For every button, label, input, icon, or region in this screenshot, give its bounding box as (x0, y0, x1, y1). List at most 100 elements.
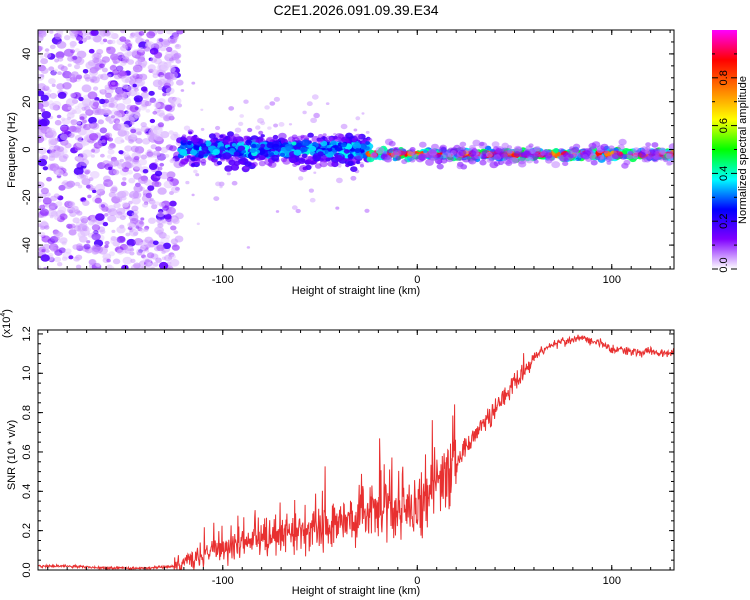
spectral-cell (140, 122, 147, 128)
spectral-cell (62, 82, 72, 90)
spectral-cell (54, 119, 62, 126)
spectral-cell (134, 54, 141, 60)
spectral-cell (186, 155, 191, 159)
spectral-cell (166, 176, 174, 183)
spectral-cell (148, 163, 158, 170)
snr-y-label: SNR (10 * v/v) (6, 420, 18, 490)
spectral-cell (127, 43, 133, 47)
spectral-cell (115, 120, 121, 124)
spectral-cell (219, 134, 224, 138)
spectral-cell (50, 246, 57, 252)
spectral-cell (167, 221, 173, 226)
spectral-cell (131, 197, 141, 205)
spectral-cell (617, 144, 625, 151)
spectral-cell (538, 153, 544, 158)
spectral-cell (428, 148, 437, 156)
spectral-cell (48, 78, 56, 85)
spectral-cell (72, 55, 78, 60)
spectral-cell (67, 63, 72, 67)
spectral-cell (148, 131, 155, 136)
spectral-cell (193, 169, 198, 174)
spectral-cell (307, 132, 314, 138)
spectral-cell (562, 161, 569, 167)
spectral-cell (152, 262, 159, 267)
spectral-cell (310, 117, 317, 124)
spectral-cell (75, 163, 82, 168)
spectral-cell (347, 160, 354, 167)
spectral-cell (658, 147, 666, 154)
spectral-cell (311, 135, 320, 143)
spectral-cell (132, 83, 137, 88)
spectral-cell (156, 211, 165, 218)
spectral-cell (370, 152, 378, 159)
spectral-cell (156, 244, 165, 252)
spectral-cell (70, 44, 75, 49)
spectral-cell (150, 99, 155, 103)
spectral-cell (110, 159, 120, 167)
spectrogram-y-tick-label: 40 (21, 48, 33, 60)
spectral-cell (136, 251, 142, 256)
spectral-cell (231, 180, 238, 186)
spectral-cell (124, 50, 132, 57)
spectral-cell (88, 48, 95, 54)
spectral-cell (351, 137, 357, 142)
spectral-cell (138, 31, 145, 36)
spectral-cell (603, 149, 609, 154)
spectral-cell (159, 202, 166, 208)
spectral-cell (384, 156, 393, 163)
spectral-cell (111, 186, 118, 192)
spectral-cell (338, 133, 345, 139)
spectrogram-x-label: Height of straight line (km) (292, 285, 420, 297)
spectral-cell (49, 44, 56, 50)
spectral-cell (479, 159, 487, 166)
spectral-cell (148, 199, 156, 205)
spectral-cell (169, 200, 177, 207)
spectral-cell (170, 133, 179, 141)
spectral-cell (107, 74, 112, 78)
spectral-cell (120, 195, 127, 201)
spectral-cell (336, 177, 343, 184)
spectral-cell (533, 145, 541, 152)
spectral-cell (115, 213, 123, 219)
spectral-cell (90, 154, 95, 158)
spectral-cell (350, 175, 357, 181)
spectral-cell (302, 110, 307, 115)
spectral-cell (69, 201, 76, 207)
spectral-cell (226, 172, 231, 176)
spectral-cell (245, 139, 253, 146)
spectral-cell (169, 77, 174, 81)
spectral-cell (172, 97, 182, 105)
spectral-cell (525, 145, 533, 152)
spectral-cell (122, 177, 127, 181)
spectral-cell (51, 150, 62, 159)
spectral-cell (55, 51, 65, 59)
spectral-cell (71, 205, 79, 212)
spectral-cell (239, 161, 244, 165)
spectral-cell (38, 181, 45, 189)
spectral-cell (458, 149, 467, 157)
spectral-cell (56, 231, 64, 238)
spectral-cell (313, 112, 320, 119)
spectral-cell (200, 139, 207, 145)
spectral-cell (501, 153, 508, 159)
snr-x-tick-label: -100 (212, 575, 234, 587)
spectral-cell (131, 218, 136, 222)
spectral-cell (54, 58, 60, 63)
spectral-cell (150, 144, 157, 150)
spectral-cell (135, 78, 146, 87)
spectral-cell (354, 133, 362, 140)
spectral-cell (104, 240, 110, 245)
spectral-cell (104, 213, 109, 217)
spectral-cell (468, 150, 477, 157)
spectral-cell (150, 50, 155, 54)
spectral-cell (212, 149, 220, 155)
spectral-cell (148, 217, 156, 224)
spectral-cell (133, 262, 141, 269)
spectral-cell (40, 220, 48, 226)
spectral-cell (42, 166, 49, 171)
spectral-cell (110, 236, 117, 241)
spectral-cell (472, 139, 481, 147)
spectral-cell (365, 141, 370, 145)
spectral-cell (505, 160, 513, 167)
